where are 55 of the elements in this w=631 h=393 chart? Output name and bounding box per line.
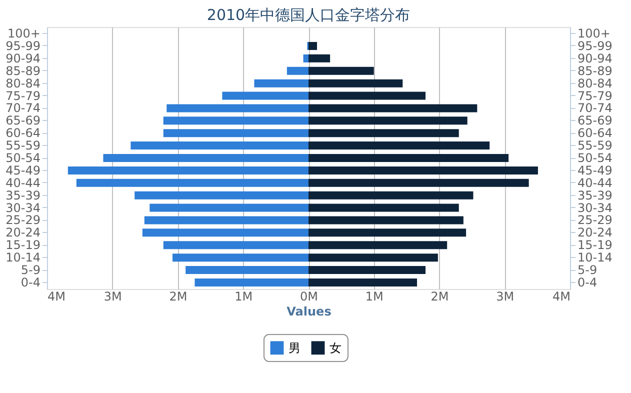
category-label: 65-69 (6, 114, 40, 128)
y-tick-label: 70-74 (578, 101, 612, 116)
y-tick-label: 50-54 (578, 151, 612, 165)
x-tick-label: 2M (169, 290, 188, 304)
category-label: 100+ (8, 26, 40, 41)
category-label: 15-19 (6, 238, 40, 252)
y-tick-label: 60-64 (578, 126, 612, 140)
y-tick-label: 15-19 (578, 238, 612, 252)
y-tick-label: 40-44 (578, 176, 612, 190)
category-label: 25-29 (6, 213, 40, 228)
category-label: 35-39 (6, 188, 40, 202)
x-tick-label: 1M (234, 290, 253, 304)
category-label: 95-99 (6, 38, 40, 53)
y-tick-label: 90-94 (578, 51, 612, 66)
category-label: 80-84 (6, 76, 40, 90)
category-label: 50-54 (6, 151, 40, 165)
y-tick-label: 95-99 (578, 38, 612, 53)
x-tick-label: 3M (104, 290, 122, 304)
y-tick-label: 5-9 (578, 263, 598, 278)
category-label: 55-59 (6, 138, 40, 153)
x-tick-label: 4M (48, 290, 66, 304)
category-label: 20-24 (6, 226, 40, 240)
y-tick-label: 85-89 (578, 64, 612, 78)
category-label: 75-79 (6, 88, 40, 103)
y-tick-label: 80-84 (578, 76, 612, 90)
x-axis-title: Values (286, 304, 332, 318)
y-tick-label: 35-39 (578, 188, 612, 202)
category-label: 60-64 (6, 126, 40, 140)
y-tick-label: 0-4 (578, 275, 598, 290)
legend-label: 女 (330, 340, 342, 355)
y-tick-label: 25-29 (578, 213, 612, 228)
legend-label: 男 (288, 340, 300, 355)
category-label: 0-4 (20, 275, 40, 290)
y-tick-label: 55-59 (578, 138, 612, 153)
x-tick-label: 0M (300, 290, 318, 304)
category-label: 30-34 (6, 200, 40, 215)
category-label: 45-49 (6, 163, 40, 178)
y-tick-label: 75-79 (578, 88, 612, 103)
y-tick-label: 45-49 (578, 163, 612, 178)
chart-title: 2010年中德国人口金字塔分布 (206, 6, 410, 24)
category-label: 85-89 (6, 64, 40, 78)
category-label: 5-9 (20, 263, 40, 278)
y-tick-label: 100+ (578, 26, 610, 41)
category-label: 40-44 (6, 176, 40, 190)
x-tick-label: 3M (496, 290, 514, 304)
category-label: 70-74 (6, 101, 40, 116)
x-tick-label: 1M (365, 290, 384, 304)
x-tick-label: 2M (430, 290, 449, 304)
y-tick-label: 20-24 (578, 226, 612, 240)
category-label: 10-14 (6, 250, 40, 265)
category-label: 90-94 (6, 51, 40, 66)
y-tick-label: 10-14 (578, 250, 612, 265)
x-tick-label: 4M (552, 290, 570, 304)
y-tick-label: 30-34 (578, 200, 612, 215)
y-tick-label: 65-69 (578, 114, 612, 128)
